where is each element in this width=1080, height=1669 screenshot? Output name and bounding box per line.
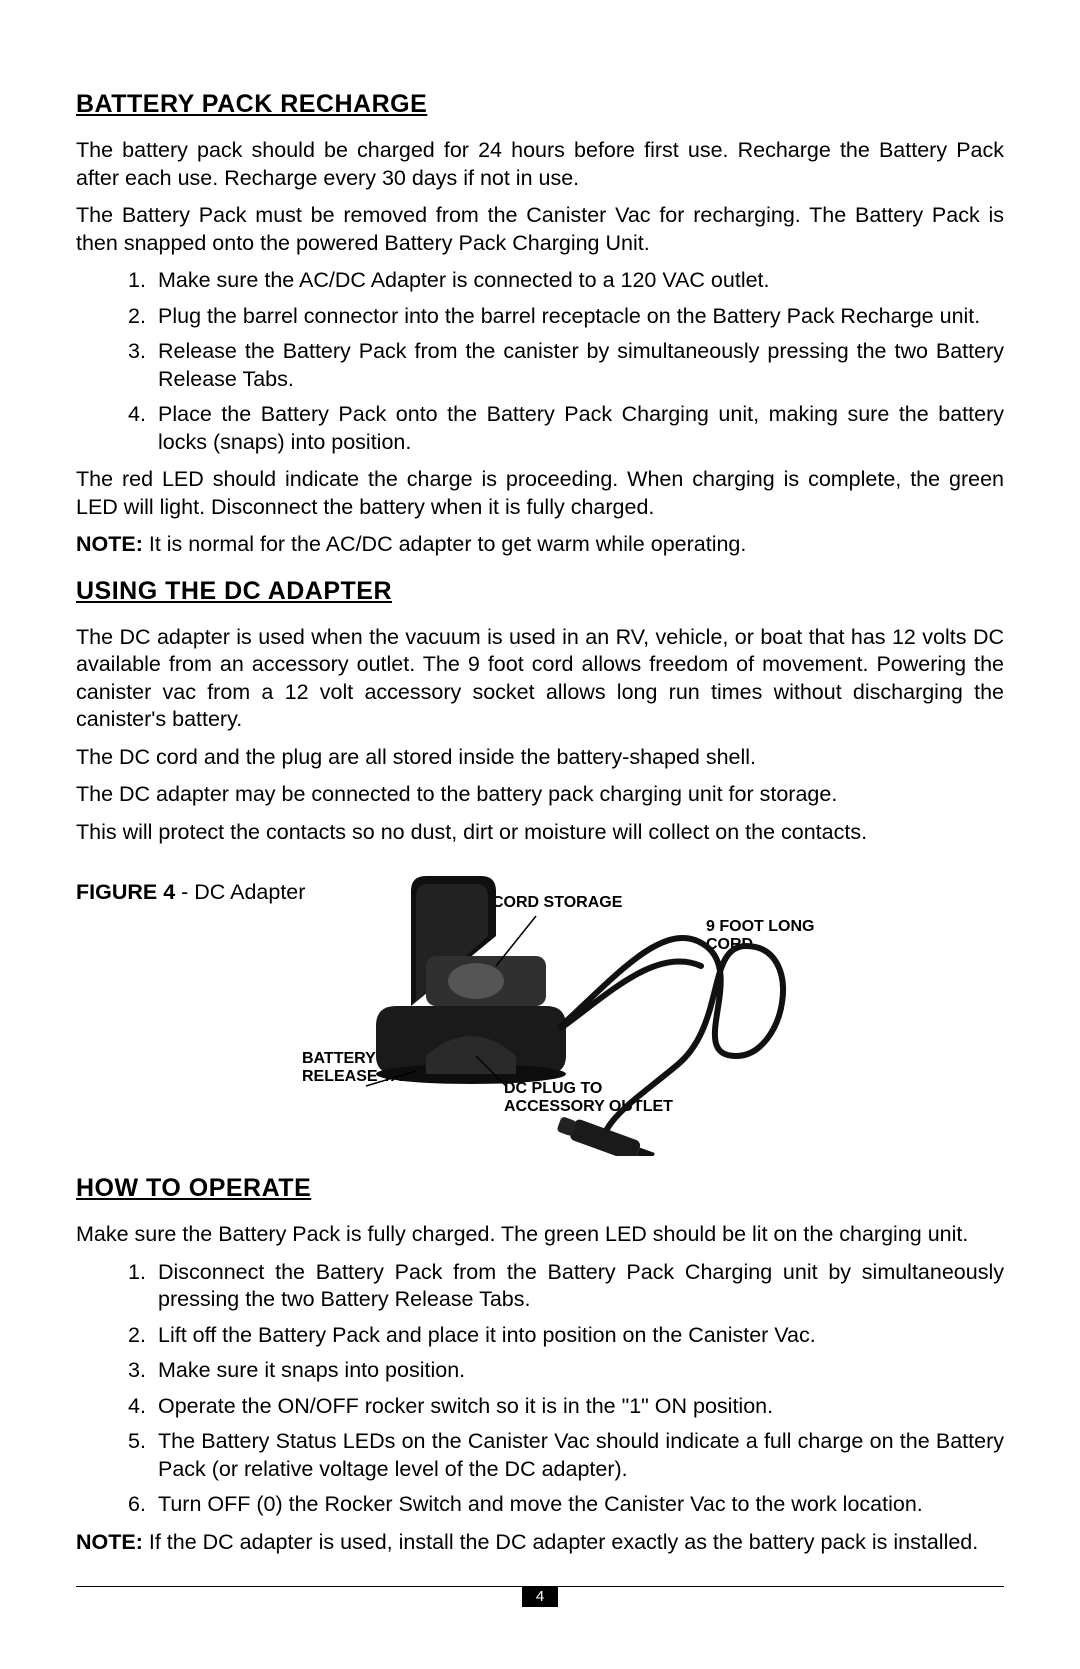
operate-step-3: 3.Make sure it snaps into position. bbox=[128, 1357, 1004, 1385]
operate-step-2: 2.Lift off the Battery Pack and place it… bbox=[128, 1322, 1004, 1350]
figure-4-illustration bbox=[306, 856, 926, 1156]
recharge-p1: The battery pack should be charged for 2… bbox=[76, 137, 1004, 192]
page-number-wrap: 4 bbox=[76, 1586, 1004, 1607]
figure-4-label-bold: FIGURE 4 bbox=[76, 880, 175, 904]
operate-steps: 1.Disconnect the Battery Pack from the B… bbox=[76, 1259, 1004, 1519]
operate-step-5-text: The Battery Status LEDs on the Canister … bbox=[158, 1429, 1004, 1481]
note-label: NOTE: bbox=[76, 1530, 143, 1554]
dc-p4: This will protect the contacts so no dus… bbox=[76, 819, 1004, 847]
dc-p3: The DC adapter may be connected to the b… bbox=[76, 781, 1004, 809]
recharge-step-4-text: Place the Battery Pack onto the Battery … bbox=[158, 402, 1004, 454]
operate-step-4: 4.Operate the ON/OFF rocker switch so it… bbox=[128, 1393, 1004, 1421]
heading-how-to-operate: HOW TO OPERATE bbox=[76, 1174, 1004, 1203]
recharge-note-text: It is normal for the AC/DC adapter to ge… bbox=[143, 532, 746, 556]
manual-page: BATTERY PACK RECHARGE The battery pack s… bbox=[0, 0, 1080, 1669]
figure-4-caption: FIGURE 4 - DC Adapter bbox=[76, 880, 305, 905]
recharge-p3: The red LED should indicate the charge i… bbox=[76, 466, 1004, 521]
operate-step-5: 5.The Battery Status LEDs on the Caniste… bbox=[128, 1428, 1004, 1483]
recharge-p2: The Battery Pack must be removed from th… bbox=[76, 202, 1004, 257]
dc-p2: The DC cord and the plug are all stored … bbox=[76, 744, 1004, 772]
dc-p1: The DC adapter is used when the vacuum i… bbox=[76, 624, 1004, 734]
heading-battery-recharge: BATTERY PACK RECHARGE bbox=[76, 90, 1004, 119]
recharge-note: NOTE: It is normal for the AC/DC adapter… bbox=[76, 531, 1004, 559]
operate-step-3-text: Make sure it snaps into position. bbox=[158, 1358, 465, 1382]
heading-dc-adapter: USING THE DC ADAPTER bbox=[76, 577, 1004, 606]
recharge-step-1: 1.Make sure the AC/DC Adapter is connect… bbox=[128, 267, 1004, 295]
recharge-steps: 1.Make sure the AC/DC Adapter is connect… bbox=[76, 267, 1004, 456]
recharge-step-3-text: Release the Battery Pack from the canist… bbox=[158, 339, 1004, 391]
page-number: 4 bbox=[522, 1586, 558, 1607]
operate-note: NOTE: If the DC adapter is used, install… bbox=[76, 1529, 1004, 1557]
figure-4-label-rest: - DC Adapter bbox=[175, 880, 305, 904]
operate-step-6: 6.Turn OFF (0) the Rocker Switch and mov… bbox=[128, 1491, 1004, 1519]
recharge-step-4: 4.Place the Battery Pack onto the Batter… bbox=[128, 401, 1004, 456]
recharge-step-3: 3.Release the Battery Pack from the cani… bbox=[128, 338, 1004, 393]
recharge-step-2-text: Plug the barrel connector into the barre… bbox=[158, 304, 980, 328]
operate-p1: Make sure the Battery Pack is fully char… bbox=[76, 1221, 1004, 1249]
operate-step-6-text: Turn OFF (0) the Rocker Switch and move … bbox=[158, 1492, 923, 1516]
note-label: NOTE: bbox=[76, 532, 143, 556]
recharge-step-2: 2.Plug the barrel connector into the bar… bbox=[128, 303, 1004, 331]
operate-note-text: If the DC adapter is used, install the D… bbox=[143, 1530, 978, 1554]
operate-step-4-text: Operate the ON/OFF rocker switch so it i… bbox=[158, 1394, 773, 1418]
figure-4-block: FIGURE 4 - DC Adapter CORD STORAGE 9 FOO… bbox=[76, 856, 1004, 1156]
operate-step-2-text: Lift off the Battery Pack and place it i… bbox=[158, 1323, 816, 1347]
operate-step-1-text: Disconnect the Battery Pack from the Bat… bbox=[158, 1260, 1004, 1312]
operate-step-1: 1.Disconnect the Battery Pack from the B… bbox=[128, 1259, 1004, 1314]
recharge-step-1-text: Make sure the AC/DC Adapter is connected… bbox=[158, 268, 770, 292]
